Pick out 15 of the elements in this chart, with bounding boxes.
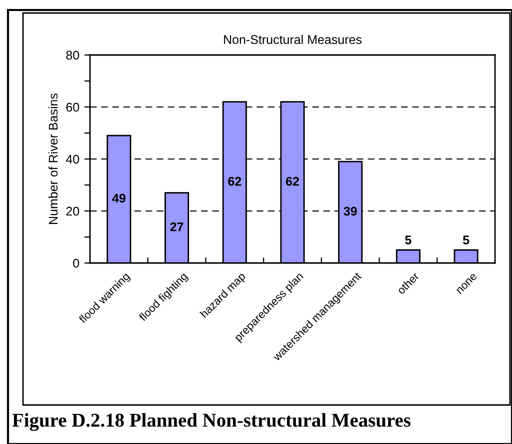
data-label: 5	[462, 236, 470, 244]
data-label: 5	[405, 236, 412, 244]
data-label: 27	[170, 222, 184, 232]
y-tick-label: 60	[66, 102, 80, 112]
y-tick-label: 20	[66, 206, 80, 216]
data-label: 62	[228, 176, 242, 186]
y-tick-label: 80	[66, 50, 80, 60]
data-label: 62	[286, 176, 299, 186]
chart-title: Non-Structural Measures	[224, 34, 362, 44]
y-tick-label: 0	[73, 258, 80, 268]
y-axis-title: Number of River Basins	[48, 93, 58, 224]
y-tick-label: 40	[66, 154, 80, 164]
text: Figure D.2.18 Planned Non-structural Measures	[12, 413, 410, 431]
data-label: 49	[112, 194, 126, 203]
data-label: 39	[344, 206, 357, 216]
